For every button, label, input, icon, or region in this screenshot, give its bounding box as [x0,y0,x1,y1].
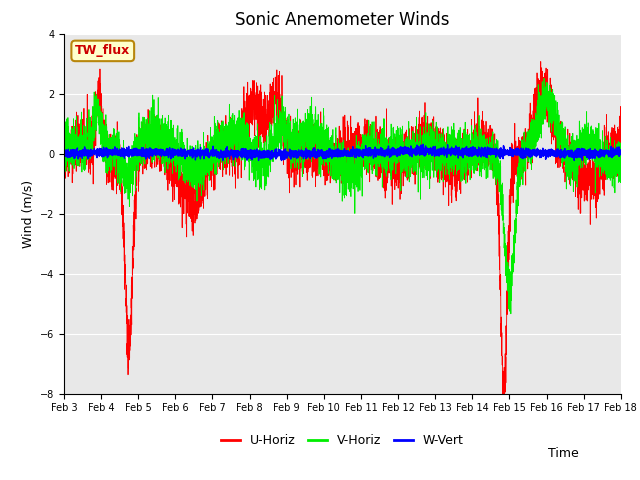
Text: TW_flux: TW_flux [75,44,131,58]
W-Vert [476,146,483,152]
W-Vert [518,151,526,156]
U-Horiz [537,59,545,64]
Y-axis label: Wind (m/s): Wind (m/s) [21,180,35,248]
U-Horiz [617,157,625,163]
W-Vert [422,149,430,155]
U-Horiz [476,126,483,132]
W-Vert [394,152,402,157]
W-Vert [617,150,625,156]
U-Horiz [394,155,402,161]
U-Horiz [60,144,68,150]
V-Horiz [422,163,430,169]
W-Vert [161,151,169,156]
V-Horiz [394,131,402,136]
V-Horiz [617,147,625,153]
W-Vert [273,151,280,156]
V-Horiz [540,75,548,81]
Text: Time: Time [548,447,579,460]
U-Horiz [422,135,430,141]
W-Vert [60,152,68,158]
Line: V-Horiz: V-Horiz [64,78,621,314]
W-Vert [278,157,285,163]
V-Horiz [60,148,68,154]
V-Horiz [507,311,515,317]
V-Horiz [161,115,169,121]
V-Horiz [518,152,525,158]
V-Horiz [476,156,483,162]
U-Horiz [161,145,169,151]
U-Horiz [518,166,525,172]
Line: W-Vert: W-Vert [64,144,621,160]
W-Vert [419,141,427,147]
Title: Sonic Anemometer Winds: Sonic Anemometer Winds [235,11,450,29]
Legend: U-Horiz, V-Horiz, W-Vert: U-Horiz, V-Horiz, W-Vert [216,429,468,452]
Line: U-Horiz: U-Horiz [64,61,621,424]
U-Horiz [273,73,280,79]
V-Horiz [273,155,280,160]
U-Horiz [499,421,507,427]
